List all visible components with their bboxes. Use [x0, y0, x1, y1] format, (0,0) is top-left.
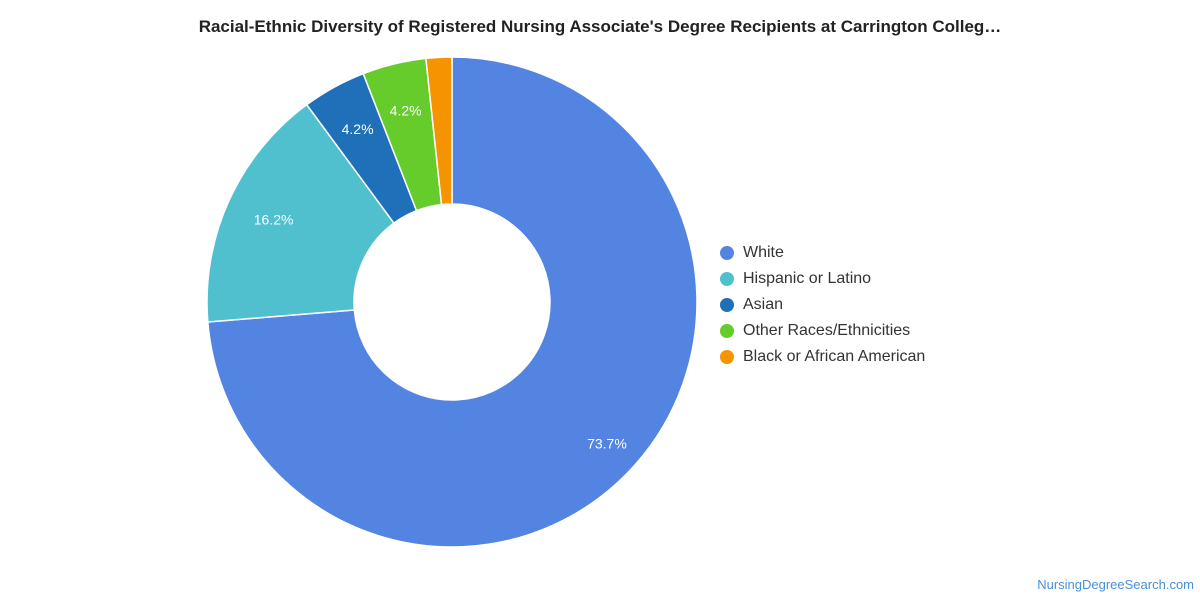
slices-layer: [206, 56, 698, 548]
legend-item-black-or-african-american[interactable]: Black or African American: [720, 344, 925, 370]
legend-item-white[interactable]: White: [720, 240, 925, 266]
legend-swatch: [720, 246, 734, 260]
source-link[interactable]: NursingDegreeSearch.com: [1037, 577, 1194, 592]
legend-swatch: [720, 298, 734, 312]
legend-label: Other Races/Ethnicities: [743, 322, 911, 339]
slice-label: 4.2%: [390, 102, 422, 118]
legend-swatch: [720, 324, 734, 338]
legend-label: Black or African American: [743, 348, 926, 365]
legend-item-hispanic-or-latino[interactable]: Hispanic or Latino: [720, 266, 925, 292]
slice-label: 4.2%: [342, 121, 374, 137]
legend-item-other-races[interactable]: Other Races/Ethnicities: [720, 318, 925, 344]
legend-label: White: [743, 244, 784, 261]
legend-label: Hispanic or Latino: [743, 270, 872, 287]
slice-black-or-african-american[interactable]: [425, 56, 453, 206]
legend-swatch: [720, 350, 734, 364]
chart-title: Racial-Ethnic Diversity of Registered Nu…: [198, 17, 1002, 36]
legend-label: Asian: [743, 296, 784, 313]
legend-item-asian[interactable]: Asian: [720, 292, 925, 318]
legend-swatch: [720, 272, 734, 286]
slice-label: 73.7%: [587, 435, 627, 451]
slice-hispanic-or-latino[interactable]: [206, 103, 395, 323]
slice-label: 16.2%: [254, 211, 294, 227]
legend: White Hispanic or Latino Asian Other Rac…: [720, 240, 925, 370]
slice-white[interactable]: [207, 56, 698, 548]
labels-layer: 73.7% 16.2% 4.2% 4.2%: [254, 102, 627, 451]
